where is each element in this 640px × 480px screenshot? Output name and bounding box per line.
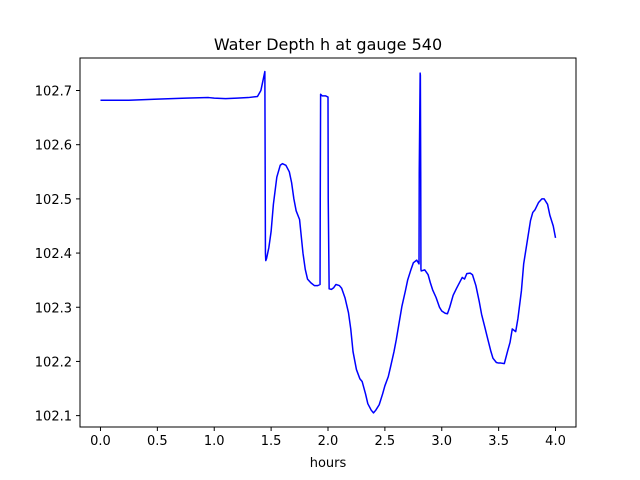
y-tick-label: 102.6	[35, 139, 72, 154]
x-axis-label: hours	[310, 456, 347, 471]
x-tick-label: 3.0	[431, 434, 452, 449]
y-tick-label: 102.2	[35, 355, 72, 370]
x-axis: 0.0 0.5 1.0 1.5 2.0 2.5 3.0 3.5 4.0	[90, 427, 566, 449]
y-tick-label: 102.7	[35, 85, 72, 100]
y-tick-label: 102.1	[35, 410, 72, 425]
y-axis: 102.1 102.2 102.3 102.4 102.5 102.6 102.7	[35, 85, 80, 425]
x-tick-label: 3.5	[488, 434, 509, 449]
y-tick-label: 102.5	[35, 193, 72, 208]
x-tick-label: 0.5	[147, 434, 168, 449]
series-line	[100, 70, 557, 414]
y-tick-label: 102.4	[35, 247, 72, 262]
x-tick-label: 2.0	[318, 434, 339, 449]
x-tick-label: 1.5	[261, 434, 282, 449]
x-tick-label: 2.5	[375, 434, 396, 449]
x-tick-label: 0.0	[90, 434, 111, 449]
x-tick-label: 4.0	[545, 434, 566, 449]
x-tick-label: 1.0	[204, 434, 225, 449]
y-tick-label: 102.3	[35, 301, 72, 316]
chart-title: Water Depth h at gauge 540	[214, 35, 442, 54]
